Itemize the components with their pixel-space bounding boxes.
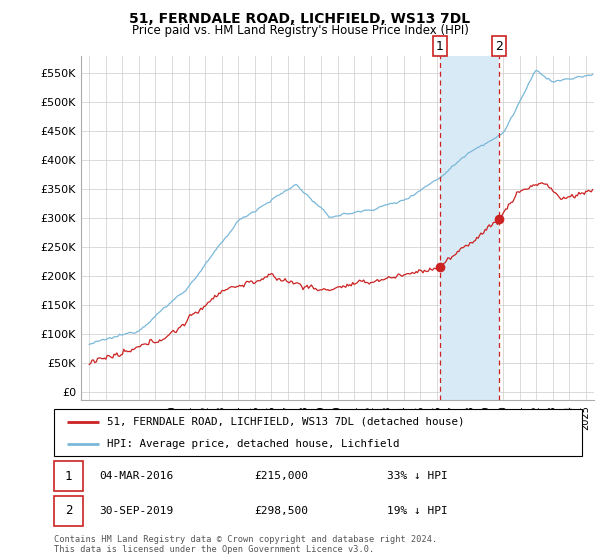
Text: 1: 1 xyxy=(65,469,72,483)
FancyBboxPatch shape xyxy=(54,409,582,456)
Text: 2: 2 xyxy=(65,505,72,517)
Text: 1: 1 xyxy=(436,40,443,53)
Text: 51, FERNDALE ROAD, LICHFIELD, WS13 7DL (detached house): 51, FERNDALE ROAD, LICHFIELD, WS13 7DL (… xyxy=(107,417,464,427)
Bar xyxy=(440,56,499,400)
Text: 33% ↓ HPI: 33% ↓ HPI xyxy=(386,471,448,481)
Text: Contains HM Land Registry data © Crown copyright and database right 2024.
This d: Contains HM Land Registry data © Crown c… xyxy=(54,535,437,554)
Text: £215,000: £215,000 xyxy=(254,471,308,481)
Text: HPI: Average price, detached house, Lichfield: HPI: Average price, detached house, Lich… xyxy=(107,438,400,449)
Text: 19% ↓ HPI: 19% ↓ HPI xyxy=(386,506,448,516)
Text: 30-SEP-2019: 30-SEP-2019 xyxy=(99,506,173,516)
FancyBboxPatch shape xyxy=(54,461,83,491)
FancyBboxPatch shape xyxy=(54,496,83,526)
Text: 51, FERNDALE ROAD, LICHFIELD, WS13 7DL: 51, FERNDALE ROAD, LICHFIELD, WS13 7DL xyxy=(130,12,470,26)
Text: Price paid vs. HM Land Registry's House Price Index (HPI): Price paid vs. HM Land Registry's House … xyxy=(131,24,469,36)
Text: 04-MAR-2016: 04-MAR-2016 xyxy=(99,471,173,481)
Text: £298,500: £298,500 xyxy=(254,506,308,516)
Text: 2: 2 xyxy=(495,40,503,53)
